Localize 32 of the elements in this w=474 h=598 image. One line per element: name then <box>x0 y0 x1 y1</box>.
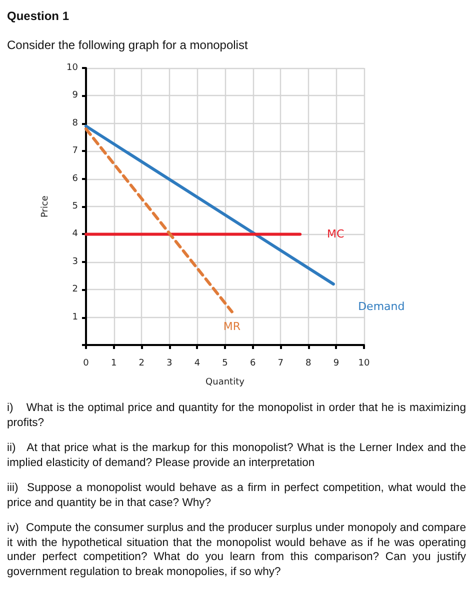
text: iii) Suppose a monopolist would behave as a firm in perfect competition, what would the price and quantity be in that case? Why? <box>7 481 466 510</box>
chart-title: Question 1 <box>7 9 70 23</box>
x-tick-label: 5 <box>222 358 228 368</box>
x-tick-label: 9 <box>333 358 340 368</box>
x-tick-label: 3 <box>166 358 172 368</box>
text: Demand <box>358 300 405 314</box>
chart-subtitle: Consider the following graph for a monopolist <box>7 38 248 52</box>
series-label: MR <box>223 320 241 333</box>
y-tick-label: 6 <box>72 174 78 184</box>
text: iv) Compute the consumer surplus and the producer surplus under monopoly and compare it with the hypothetical situation that the monopolist would behave as if he was operating under perfect competition? What do you learn from this comparison? Can you justify government regulation to break monopolies, if so why? <box>7 521 466 579</box>
text: MC <box>327 228 345 241</box>
x-tick-label: 0 <box>83 358 90 368</box>
y-tick-label: 3 <box>72 256 78 267</box>
x-tick-label: 2 <box>138 358 144 368</box>
text: ii) At that price what is the markup for this monopolist? What is the Lerner Index and the implied elasticity of demand? Please provide an interpretation <box>7 441 466 470</box>
y-tick-label: 8 <box>72 118 78 128</box>
x-tick-label: 7 <box>278 358 284 368</box>
y-axis-title: Price <box>40 195 50 218</box>
y-tick-label: 1 <box>72 312 78 322</box>
x-tick-label: 4 <box>194 358 200 368</box>
x-tick-label: 10 <box>358 358 370 368</box>
text: i) What is the optimal price and quantity for the monopolist in order that he is maximizing profits? <box>7 401 466 430</box>
x-tick-label: 8 <box>306 358 312 368</box>
y-tick-label: 7 <box>72 146 78 156</box>
x-tick-label: 1 <box>110 358 117 368</box>
y-tick-label: 2 <box>72 284 78 295</box>
y-tick-label: 4 <box>72 229 78 240</box>
y-tick-label: 5 <box>72 202 78 212</box>
x-axis-title: Quantity <box>206 378 246 388</box>
y-tick-label: 10 <box>66 63 78 73</box>
y-tick-label: 9 <box>72 90 78 101</box>
x-tick-label: 6 <box>250 358 256 368</box>
